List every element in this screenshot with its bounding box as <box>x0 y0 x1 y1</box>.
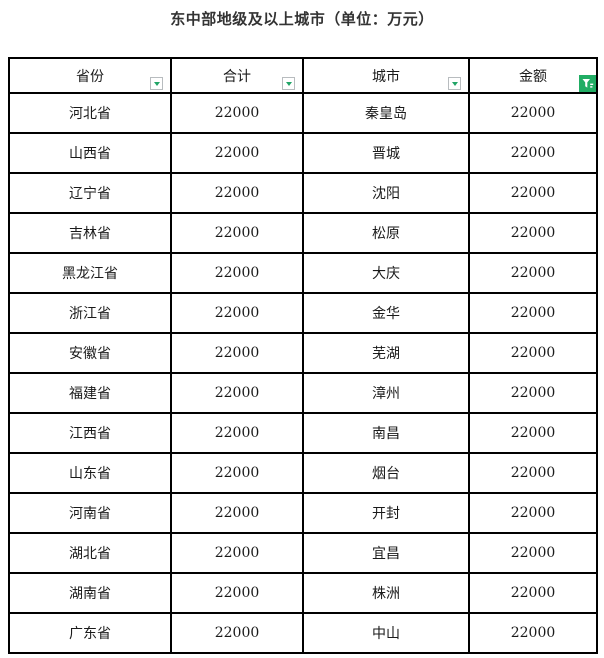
cell-city[interactable]: 株洲 <box>302 572 470 614</box>
cell-city[interactable]: 宜昌 <box>302 532 470 574</box>
cell-total[interactable]: 22000 <box>170 412 304 454</box>
cell-amount[interactable]: 22000 <box>468 252 598 294</box>
table-row: 辽宁省 22000 沈阳 22000 <box>8 172 598 214</box>
column-header-amount[interactable]: 金额 <box>468 57 598 94</box>
cell-total[interactable]: 22000 <box>170 492 304 534</box>
table-row: 吉林省 22000 松原 22000 <box>8 212 598 254</box>
filter-dropdown-icon[interactable] <box>282 77 295 90</box>
cell-total[interactable]: 22000 <box>170 292 304 334</box>
cell-city[interactable]: 芜湖 <box>302 332 470 374</box>
table-body: 河北省 22000 秦皇岛 22000 山西省 22000 晋城 22000 辽宁省 22000 沈… <box>8 92 598 654</box>
filter-dropdown-icon[interactable] <box>150 77 163 90</box>
funnel-icon <box>582 79 594 88</box>
table-row: 广东省 22000 中山 22000 <box>8 612 598 654</box>
cell-city[interactable]: 漳州 <box>302 372 470 414</box>
filter-dropdown-icon[interactable] <box>448 77 461 90</box>
table-row: 河北省 22000 秦皇岛 22000 <box>8 92 598 134</box>
cell-amount[interactable]: 22000 <box>468 492 598 534</box>
table-row: 黑龙江省 22000 大庆 22000 <box>8 252 598 294</box>
cell-province[interactable]: 山东省 <box>8 452 172 494</box>
column-header-label: 金额 <box>519 68 547 85</box>
chevron-down-icon <box>153 82 160 86</box>
cell-city[interactable]: 金华 <box>302 292 470 334</box>
cell-amount[interactable]: 22000 <box>468 532 598 574</box>
cell-city[interactable]: 烟台 <box>302 452 470 494</box>
table-row: 福建省 22000 漳州 22000 <box>8 372 598 414</box>
cell-province[interactable]: 江西省 <box>8 412 172 454</box>
table-container: 省份 合计 城市 金额 <box>8 57 598 654</box>
table-row: 安徽省 22000 芜湖 22000 <box>8 332 598 374</box>
cell-amount[interactable]: 22000 <box>468 332 598 374</box>
cell-city[interactable]: 松原 <box>302 212 470 254</box>
cell-city[interactable]: 大庆 <box>302 252 470 294</box>
cell-total[interactable]: 22000 <box>170 612 304 654</box>
column-header-total[interactable]: 合计 <box>170 57 304 94</box>
column-header-label: 省份 <box>76 68 104 85</box>
chevron-down-icon <box>285 82 292 86</box>
cell-province[interactable]: 山西省 <box>8 132 172 174</box>
cell-province[interactable]: 湖南省 <box>8 572 172 614</box>
cell-amount[interactable]: 22000 <box>468 452 598 494</box>
column-header-province[interactable]: 省份 <box>8 57 172 94</box>
filter-active-icon[interactable] <box>579 75 595 91</box>
table-row: 山东省 22000 烟台 22000 <box>8 452 598 494</box>
cell-city[interactable]: 开封 <box>302 492 470 534</box>
cell-total[interactable]: 22000 <box>170 212 304 254</box>
cell-amount[interactable]: 22000 <box>468 92 598 134</box>
cell-total[interactable]: 22000 <box>170 172 304 214</box>
chevron-down-icon <box>451 82 458 86</box>
data-table: 省份 合计 城市 金额 <box>8 57 598 654</box>
cell-province[interactable]: 安徽省 <box>8 332 172 374</box>
cell-amount[interactable]: 22000 <box>468 612 598 654</box>
cell-total[interactable]: 22000 <box>170 452 304 494</box>
cell-city[interactable]: 晋城 <box>302 132 470 174</box>
cell-total[interactable]: 22000 <box>170 252 304 294</box>
cell-amount[interactable]: 22000 <box>468 372 598 414</box>
cell-total[interactable]: 22000 <box>170 372 304 414</box>
column-header-label: 城市 <box>372 68 400 85</box>
cell-province[interactable]: 福建省 <box>8 372 172 414</box>
cell-city[interactable]: 南昌 <box>302 412 470 454</box>
cell-total[interactable]: 22000 <box>170 332 304 374</box>
column-header-label: 合计 <box>223 68 251 85</box>
table-row: 江西省 22000 南昌 22000 <box>8 412 598 454</box>
header-row: 省份 合计 城市 金额 <box>8 57 598 94</box>
table-row: 浙江省 22000 金华 22000 <box>8 292 598 334</box>
cell-amount[interactable]: 22000 <box>468 172 598 214</box>
cell-city[interactable]: 中山 <box>302 612 470 654</box>
cell-total[interactable]: 22000 <box>170 572 304 614</box>
cell-amount[interactable]: 22000 <box>468 292 598 334</box>
cell-province[interactable]: 辽宁省 <box>8 172 172 214</box>
cell-province[interactable]: 河南省 <box>8 492 172 534</box>
table-row: 山西省 22000 晋城 22000 <box>8 132 598 174</box>
cell-amount[interactable]: 22000 <box>468 132 598 174</box>
cell-province[interactable]: 广东省 <box>8 612 172 654</box>
cell-province[interactable]: 湖北省 <box>8 532 172 574</box>
cell-province[interactable]: 吉林省 <box>8 212 172 254</box>
cell-city[interactable]: 沈阳 <box>302 172 470 214</box>
cell-city[interactable]: 秦皇岛 <box>302 92 470 134</box>
cell-province[interactable]: 浙江省 <box>8 292 172 334</box>
page-title: 东中部地级及以上城市（单位：万元） <box>170 10 434 28</box>
cell-amount[interactable]: 22000 <box>468 412 598 454</box>
cell-province[interactable]: 黑龙江省 <box>8 252 172 294</box>
cell-province[interactable]: 河北省 <box>8 92 172 134</box>
table-row: 湖南省 22000 株洲 22000 <box>8 572 598 614</box>
column-header-city[interactable]: 城市 <box>302 57 470 94</box>
table-row: 河南省 22000 开封 22000 <box>8 492 598 534</box>
table-row: 湖北省 22000 宜昌 22000 <box>8 532 598 574</box>
cell-total[interactable]: 22000 <box>170 532 304 574</box>
cell-total[interactable]: 22000 <box>170 132 304 174</box>
cell-total[interactable]: 22000 <box>170 92 304 134</box>
cell-amount[interactable]: 22000 <box>468 212 598 254</box>
cell-amount[interactable]: 22000 <box>468 572 598 614</box>
